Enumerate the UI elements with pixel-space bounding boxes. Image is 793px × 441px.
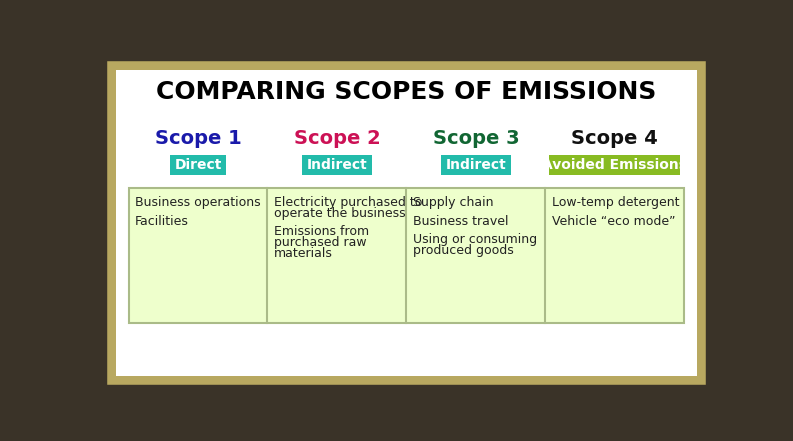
FancyBboxPatch shape xyxy=(117,70,696,376)
FancyBboxPatch shape xyxy=(550,155,680,176)
Text: Scope 2: Scope 2 xyxy=(293,129,381,148)
Text: COMPARING SCOPES OF EMISSIONS: COMPARING SCOPES OF EMISSIONS xyxy=(156,80,657,104)
Text: Supply chain: Supply chain xyxy=(412,196,493,209)
Text: Avoided Emissions: Avoided Emissions xyxy=(542,158,688,172)
Text: Low-temp detergent: Low-temp detergent xyxy=(551,196,679,209)
FancyBboxPatch shape xyxy=(170,155,226,176)
FancyBboxPatch shape xyxy=(302,155,372,176)
Text: materials: materials xyxy=(274,247,332,260)
FancyBboxPatch shape xyxy=(110,64,703,382)
Text: Facilities: Facilities xyxy=(135,215,189,228)
Text: Emissions from: Emissions from xyxy=(274,225,369,239)
Text: Scope 1: Scope 1 xyxy=(155,129,241,148)
Text: Indirect: Indirect xyxy=(307,158,367,172)
Text: Using or consuming: Using or consuming xyxy=(412,233,537,246)
Text: operate the business: operate the business xyxy=(274,207,405,220)
Text: Scope 3: Scope 3 xyxy=(432,129,519,148)
FancyBboxPatch shape xyxy=(105,59,707,386)
Text: Scope 4: Scope 4 xyxy=(572,129,658,148)
Text: purchased raw: purchased raw xyxy=(274,236,366,249)
Text: Indirect: Indirect xyxy=(446,158,506,172)
FancyBboxPatch shape xyxy=(128,188,684,323)
Text: produced goods: produced goods xyxy=(412,244,513,257)
Text: Business operations: Business operations xyxy=(135,196,260,209)
Text: Electricity purchased to: Electricity purchased to xyxy=(274,196,422,209)
Text: Direct: Direct xyxy=(174,158,222,172)
Text: Vehicle “eco mode”: Vehicle “eco mode” xyxy=(551,215,675,228)
FancyBboxPatch shape xyxy=(441,155,511,176)
Text: Business travel: Business travel xyxy=(412,215,508,228)
